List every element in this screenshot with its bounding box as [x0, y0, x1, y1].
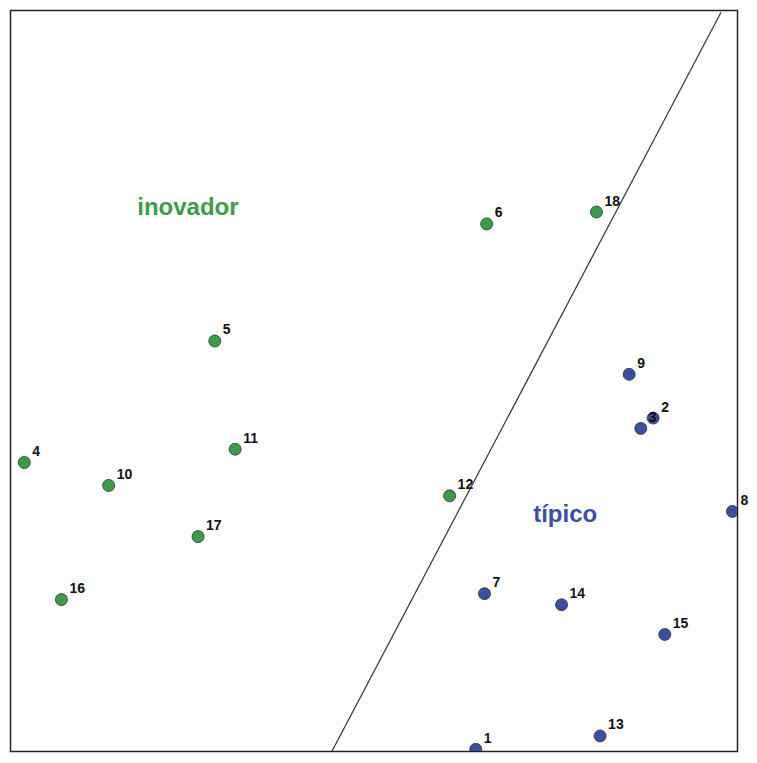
svg-text:16: 16 [69, 580, 85, 596]
svg-text:2: 2 [661, 399, 669, 415]
svg-text:14: 14 [570, 585, 586, 601]
svg-text:18: 18 [604, 193, 620, 209]
svg-text:típico: típico [533, 500, 597, 527]
svg-text:13: 13 [608, 716, 624, 732]
svg-text:5: 5 [223, 321, 231, 337]
svg-text:8: 8 [740, 492, 748, 508]
svg-text:7: 7 [493, 574, 501, 590]
svg-text:4: 4 [32, 443, 40, 459]
svg-text:10: 10 [117, 466, 133, 482]
svg-text:inovador: inovador [137, 193, 238, 220]
svg-text:11: 11 [243, 430, 258, 446]
svg-text:17: 17 [206, 517, 222, 533]
svg-text:12: 12 [458, 476, 474, 492]
svg-text:15: 15 [673, 615, 689, 631]
svg-text:6: 6 [495, 204, 503, 220]
svg-text:1: 1 [484, 730, 492, 746]
svg-text:9: 9 [637, 355, 645, 371]
svg-text:3: 3 [649, 409, 657, 425]
